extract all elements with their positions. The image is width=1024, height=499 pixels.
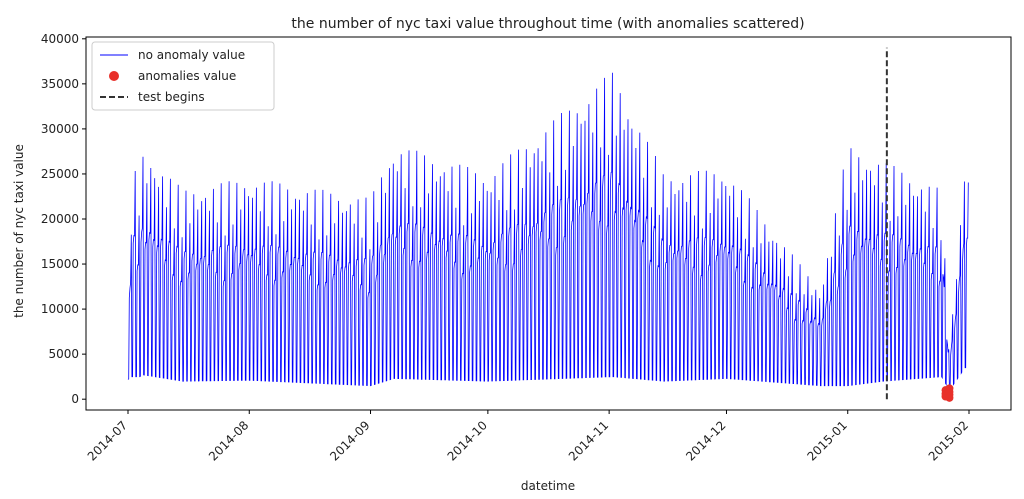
x-tick-label: 2015-01 xyxy=(805,418,850,463)
plot-frame xyxy=(85,36,1012,411)
x-tick-label: 2014-12 xyxy=(683,418,728,463)
y-tick-label: 40000 xyxy=(41,32,79,46)
y-tick-label: 20000 xyxy=(41,212,79,226)
x-tick-label: 2014-10 xyxy=(445,418,490,463)
x-tick-label: 2014-07 xyxy=(85,418,130,463)
legend: no anomaly value anomalies value test be… xyxy=(91,41,275,111)
y-tick-label: 15000 xyxy=(41,257,79,271)
y-tick-label: 5000 xyxy=(48,347,79,361)
series-line-no-anomaly xyxy=(127,72,969,392)
y-tick-label: 30000 xyxy=(41,122,79,136)
x-axis: 2014-07 2014-08 2014-09 2014-10 2014-11 2014-… xyxy=(85,410,971,464)
y-tick-label: 35000 xyxy=(41,77,79,91)
plot-area xyxy=(127,47,969,402)
x-tick-label: 2014-09 xyxy=(327,418,372,463)
y-tick-label: 0 xyxy=(71,392,79,406)
x-axis-label: datetime xyxy=(521,479,575,493)
legend-label-no-anomaly: no anomaly value xyxy=(138,48,245,62)
legend-box xyxy=(91,41,275,111)
y-axis: 0 5000 10000 15000 20000 25000 30000 35000 40000 xyxy=(41,32,86,406)
y-tick-label: 25000 xyxy=(41,167,79,181)
y-tick-label: 10000 xyxy=(41,302,79,316)
chart-title: the number of nyc taxi value throughout … xyxy=(291,16,804,32)
anomaly-point xyxy=(945,384,954,393)
legend-label-anomalies: anomalies value xyxy=(138,69,236,83)
x-tick-label: 2014-08 xyxy=(206,418,251,463)
legend-label-test-begins: test begins xyxy=(138,90,205,104)
legend-dot-swatch xyxy=(109,71,119,81)
y-axis-label: the number of nyc taxi value xyxy=(12,144,26,318)
x-tick-label: 2015-02 xyxy=(926,418,971,463)
x-tick-label: 2014-11 xyxy=(566,418,611,463)
